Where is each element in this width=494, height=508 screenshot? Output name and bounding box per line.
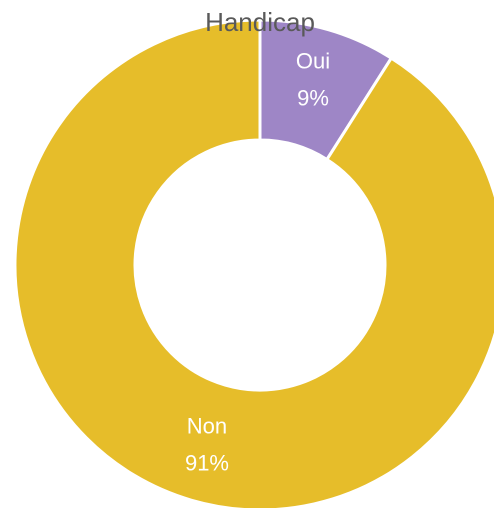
slice-category: Non: [187, 413, 227, 438]
chart-title: Handicap: [205, 7, 315, 37]
slices: [15, 20, 494, 508]
slice-category: Oui: [296, 48, 330, 73]
slice-value-label: 9%: [297, 85, 329, 110]
chart: Handicap Oui 9% Non 91%: [0, 0, 494, 508]
slice: [15, 20, 494, 508]
slice-value-label: 91%: [185, 450, 229, 475]
